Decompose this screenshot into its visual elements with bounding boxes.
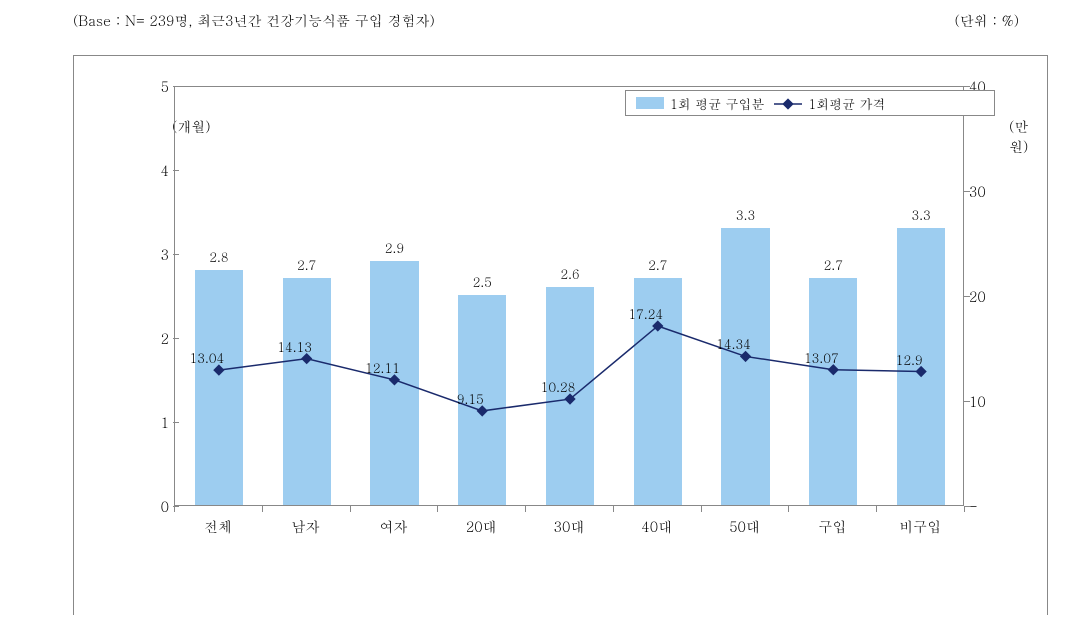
y1-tick-mark	[173, 254, 179, 255]
x-tick-mark	[262, 506, 263, 512]
chart-container: (개월) (만원) 012345 -10203040 1회 평균 구입분 1회평…	[73, 55, 1048, 615]
bar-value-label: 2.6	[560, 264, 579, 283]
y2-tick-mark	[964, 191, 970, 192]
x-tick-mark	[876, 506, 877, 512]
bar-value-label: 2.5	[473, 272, 492, 291]
bar-value-label: 2.7	[648, 255, 667, 274]
plot-area: 1회 평균 구입분 1회평균 가격 2.82.72.92.52.62.73.32…	[174, 86, 964, 506]
bar-value-label: 3.3	[911, 205, 930, 224]
y1-tick-label: 5	[129, 76, 169, 96]
y2-tick-mark	[964, 506, 970, 507]
x-category-label: 구입	[818, 516, 846, 536]
line-value-label: 14.13	[277, 337, 312, 356]
line-value-label: 13.07	[804, 348, 839, 367]
y1-tick-label: 1	[129, 412, 169, 432]
y2-tick-mark	[964, 401, 970, 402]
x-category-label: 30대	[554, 516, 585, 536]
x-category-label: 비구입	[899, 516, 941, 536]
line-value-label: 13.04	[189, 348, 224, 367]
y1-tick-mark	[173, 338, 179, 339]
x-category-label: 전체	[204, 516, 232, 536]
line-value-label: 9.15	[457, 389, 484, 408]
line-value-label: 12.9	[896, 350, 923, 369]
line-series	[175, 87, 965, 507]
x-category-label: 여자	[379, 516, 407, 536]
y2-tick-label: -	[969, 496, 1009, 516]
x-tick-mark	[613, 506, 614, 512]
y2-tick-mark	[964, 86, 970, 87]
bar-value-label: 2.8	[209, 247, 228, 266]
x-axis: 전체 남자 여자 20대 30대 40대 50대 구입 비구입	[174, 506, 964, 546]
y1-tick-label: 2	[129, 328, 169, 348]
y1-tick-mark	[173, 506, 179, 507]
x-category-label: 남자	[292, 516, 320, 536]
y2-tick-label: 20	[969, 286, 1009, 306]
x-category-label: 20대	[466, 516, 497, 536]
x-tick-mark	[350, 506, 351, 512]
x-category-label: 40대	[641, 516, 672, 536]
bar-value-label: 2.7	[824, 255, 843, 274]
y1-tick-label: 3	[129, 244, 169, 264]
y-axis-left: 012345	[129, 86, 169, 506]
y2-axis-label: (만원)	[1009, 116, 1028, 156]
unit-note: (단위 : %)	[954, 10, 1019, 30]
x-tick-mark	[437, 506, 438, 512]
y1-tick-mark	[173, 86, 179, 87]
bar-value-label: 2.9	[385, 238, 404, 257]
base-note: (Base : N= 239명, 최근3년간 건강기능식품 구입 경험자)	[73, 10, 435, 30]
line-value-label: 14.34	[716, 334, 751, 353]
y2-tick-label: 10	[969, 391, 1009, 411]
line-value-label: 10.28	[541, 377, 576, 396]
x-tick-mark	[701, 506, 702, 512]
y1-tick-label: 4	[129, 160, 169, 180]
bar-value-label: 3.3	[736, 205, 755, 224]
y1-tick-mark	[173, 170, 179, 171]
x-tick-mark	[525, 506, 526, 512]
y2-tick-mark	[964, 296, 970, 297]
x-category-label: 50대	[729, 516, 760, 536]
chart-inner: (개월) (만원) 012345 -10203040 1회 평균 구입분 1회평…	[129, 86, 1009, 546]
line-value-label: 12.11	[365, 358, 400, 377]
bar-value-label: 2.7	[297, 255, 316, 274]
y-axis-right: -10203040	[969, 86, 1009, 506]
y2-tick-label: 30	[969, 181, 1009, 201]
y1-tick-mark	[173, 422, 179, 423]
line-value-label: 17.24	[628, 304, 663, 323]
y1-tick-label: 0	[129, 496, 169, 516]
x-tick-mark	[788, 506, 789, 512]
